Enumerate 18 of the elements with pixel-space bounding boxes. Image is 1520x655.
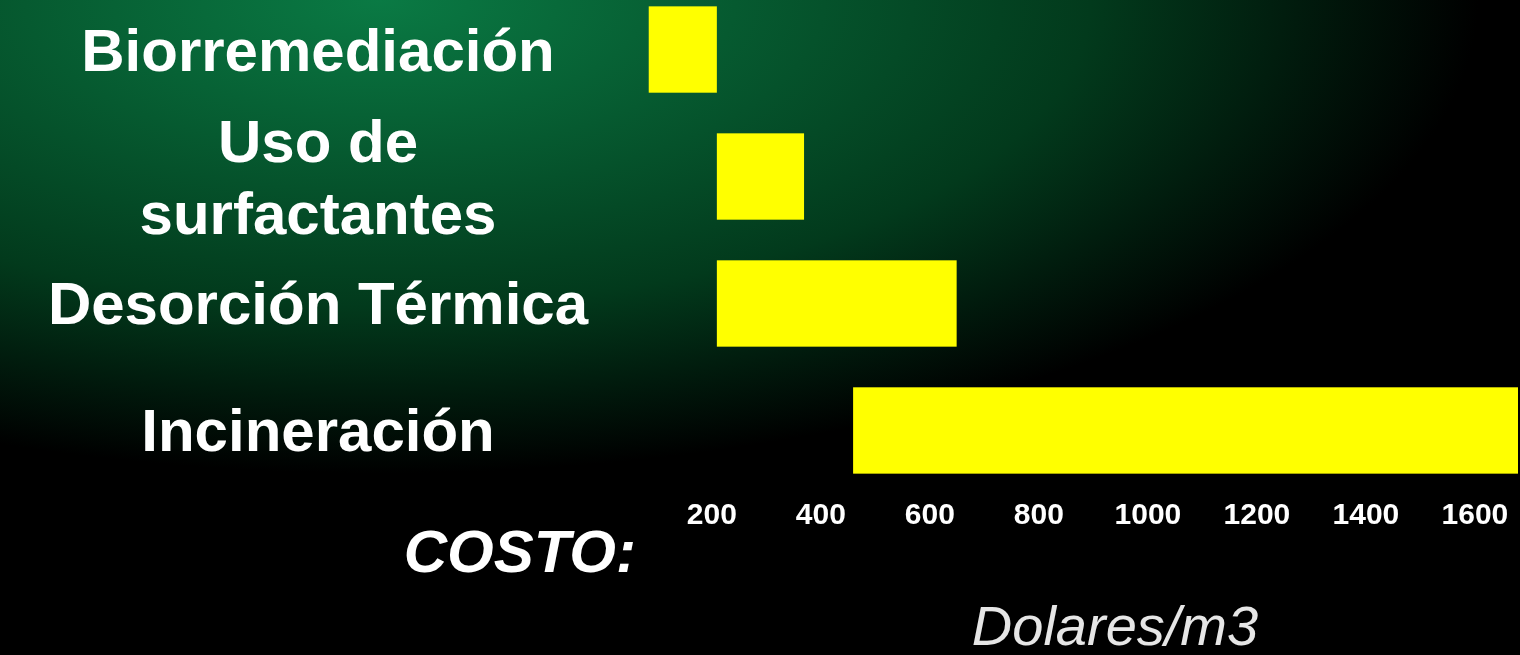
y-tick-label: Desorción Térmica — [47, 270, 589, 338]
text: COSTO: — [403, 518, 636, 585]
x-tick-label: 400 — [795, 497, 846, 531]
x-tick-label: 200 — [686, 497, 737, 531]
bar — [716, 260, 957, 347]
y-tick-label: Incineración — [141, 397, 495, 465]
y-tick-label: Biorremediación — [81, 16, 555, 84]
x-tick-label: 1600 — [1441, 497, 1509, 531]
x-tick-label: 1200 — [1223, 497, 1291, 531]
x-tick-label: 600 — [904, 497, 955, 531]
bar — [716, 133, 805, 220]
x-axis-title: Dolares/m3 — [971, 594, 1259, 655]
x-tick-label: 800 — [1013, 497, 1064, 531]
bar — [853, 387, 1518, 474]
bar — [648, 6, 717, 93]
x-tick-label: 1400 — [1332, 497, 1400, 531]
x-tick-label: 1000 — [1114, 497, 1182, 531]
y-tick-label: Uso de surfactantes — [139, 107, 497, 247]
